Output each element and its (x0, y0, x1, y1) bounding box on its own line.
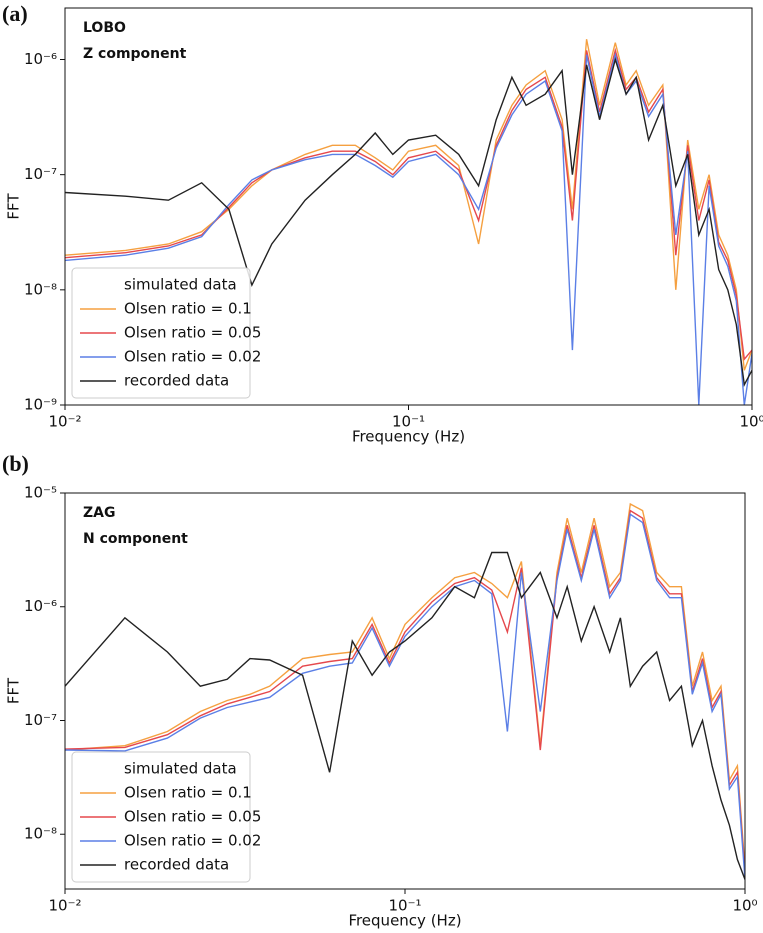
annotation: ZAG (83, 505, 115, 521)
x-tick-label: 10⁻² (48, 897, 81, 915)
y-tick-label: 10⁻⁸ (24, 825, 57, 843)
x-tick-label: 10⁻¹ (388, 897, 421, 915)
series-line (65, 51, 752, 405)
x-tick-label: 10⁰ (739, 413, 763, 431)
x-axis-label: Frequency (Hz) (348, 912, 461, 930)
series-line (65, 551, 745, 880)
legend-box (71, 267, 251, 399)
y-axis-label: FFT (5, 677, 23, 704)
legend-label: Olsen ratio = 0.1 (124, 300, 252, 318)
panel-label: (a) (2, 1, 28, 26)
annotation: Z component (83, 46, 187, 62)
plot-frame (64, 492, 746, 890)
y-tick-label: 10⁻⁸ (24, 280, 57, 298)
annotation: N component (83, 531, 188, 547)
x-tick-label: 10⁻² (48, 413, 81, 431)
legend-title: simulated data (124, 760, 237, 778)
legend-label: recorded data (124, 372, 229, 390)
y-tick-label: 10⁻⁷ (24, 711, 57, 729)
legend-label: recorded data (124, 856, 229, 874)
legend-label: Olsen ratio = 0.02 (124, 832, 261, 850)
legend-box (71, 751, 251, 883)
y-tick-label: 10⁻⁷ (24, 165, 57, 183)
y-tick-label: 10⁻⁶ (24, 597, 57, 615)
legend-label: Olsen ratio = 0.05 (124, 808, 261, 826)
x-axis-label: Frequency (Hz) (352, 428, 465, 446)
x-tick-label: 10⁻¹ (392, 413, 425, 431)
series-line (65, 513, 745, 880)
annotation: LOBO (83, 20, 126, 36)
x-tick-label: 10⁰ (732, 897, 757, 915)
panel-label: (b) (2, 451, 29, 476)
plot-frame (64, 7, 753, 406)
legend-label: Olsen ratio = 0.02 (124, 348, 261, 366)
y-tick-label: 10⁻⁹ (24, 396, 57, 414)
legend-title: simulated data (124, 276, 237, 294)
legend-label: Olsen ratio = 0.1 (124, 784, 252, 802)
series-line (65, 56, 752, 387)
y-axis-label: FFT (5, 193, 23, 220)
legend-label: Olsen ratio = 0.05 (124, 324, 261, 342)
y-tick-label: 10⁻⁵ (24, 484, 57, 502)
y-tick-label: 10⁻⁶ (24, 50, 57, 68)
